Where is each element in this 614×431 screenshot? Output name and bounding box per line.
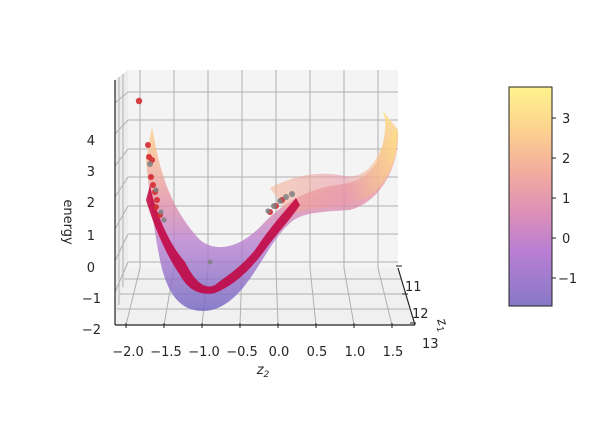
crimson-cluster	[146, 185, 300, 294]
svg-text:11: 11	[405, 280, 422, 295]
svg-text:−1: −1	[82, 292, 101, 307]
svg-text:−1.5: −1.5	[150, 345, 182, 360]
z-axis-label: energy	[60, 199, 75, 245]
colorbar: 3 2 1 0 −1	[508, 86, 577, 307]
svg-text:2: 2	[87, 196, 95, 211]
svg-text:2: 2	[562, 152, 570, 167]
svg-text:−0.5: −0.5	[226, 345, 258, 360]
svg-text:−2.0: −2.0	[112, 345, 144, 360]
svg-text:0: 0	[562, 232, 570, 247]
x-axis-ticks: −2.0 −1.5 −1.0 −0.5 0.0 0.5 1.0 1.5	[112, 345, 403, 360]
y-axis-ticks: 11 12 13	[405, 280, 439, 352]
outlier-point	[135, 97, 143, 105]
svg-text:−2: −2	[82, 323, 101, 338]
x-axis-label: z2	[256, 363, 270, 380]
svg-text:0.5: 0.5	[307, 345, 328, 360]
svg-text:−1.0: −1.0	[188, 345, 220, 360]
left-pane	[115, 70, 128, 325]
svg-text:3: 3	[562, 112, 570, 127]
svg-text:1.0: 1.0	[345, 345, 366, 360]
svg-text:13: 13	[422, 337, 439, 352]
y-axis-line	[397, 267, 416, 326]
svg-text:0: 0	[87, 261, 95, 276]
svg-text:−1: −1	[558, 272, 577, 287]
svg-text:12: 12	[412, 307, 429, 322]
scatter-points	[135, 97, 300, 294]
svg-text:1: 1	[562, 192, 570, 207]
svg-text:3: 3	[87, 165, 95, 180]
z-axis-ticks: 4 3 2 1 0 −1 −2	[82, 134, 101, 338]
svg-text:0.0: 0.0	[269, 345, 290, 360]
floor-pane	[115, 268, 415, 325]
left-grid	[114, 74, 129, 305]
y-axis-label: z1	[431, 315, 452, 334]
svg-text:4: 4	[87, 134, 95, 149]
svg-text:1: 1	[87, 229, 95, 244]
svg-text:1.5: 1.5	[383, 345, 404, 360]
